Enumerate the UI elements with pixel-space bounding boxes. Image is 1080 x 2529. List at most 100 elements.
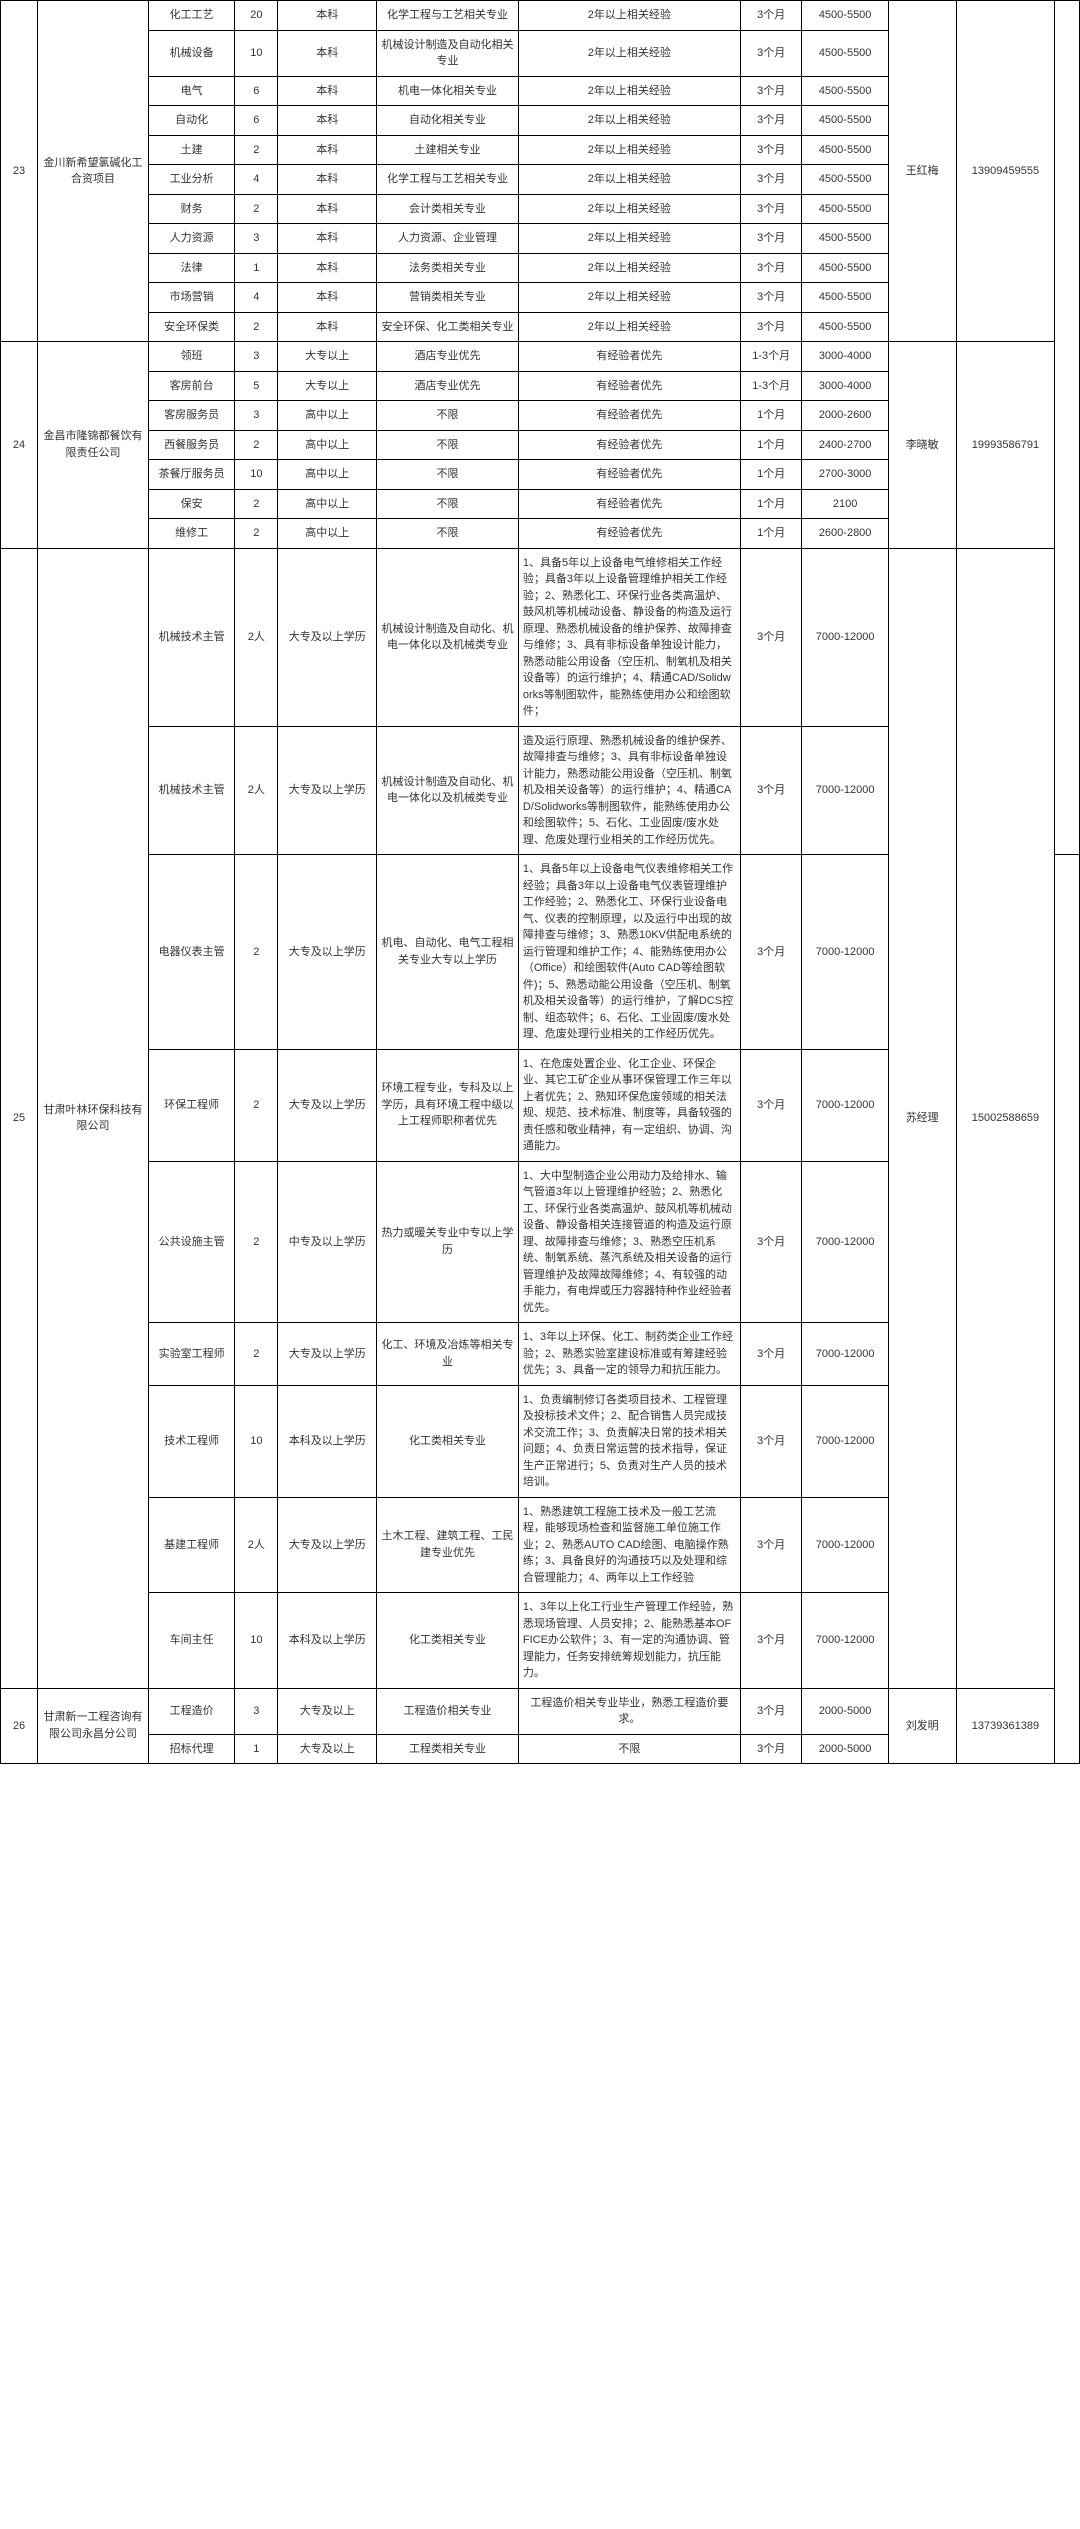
requirement: 2年以上相关经验 — [518, 312, 740, 342]
salary: 4500-5500 — [802, 224, 888, 254]
period: 3个月 — [740, 1161, 802, 1323]
group-index: 24 — [1, 342, 38, 549]
major: 机电一体化相关专业 — [377, 76, 519, 106]
period: 3个月 — [740, 1688, 802, 1734]
major: 工程造价相关专业 — [377, 1688, 519, 1734]
major: 热力或暖关专业中专以上学历 — [377, 1161, 519, 1323]
company-name: 金昌市隆锦都餐饮有限责任公司 — [37, 342, 148, 549]
requirement: 工程造价相关专业毕业，熟悉工程造价要求。 — [518, 1688, 740, 1734]
salary: 2100 — [802, 489, 888, 519]
count: 10 — [235, 1385, 278, 1497]
salary: 2400-2700 — [802, 430, 888, 460]
salary: 4500-5500 — [802, 194, 888, 224]
requirement: 2年以上相关经验 — [518, 165, 740, 195]
major: 工程类相关专业 — [377, 1734, 519, 1764]
position: 实验室工程师 — [148, 1323, 234, 1386]
trailing-cell — [1055, 1, 1080, 855]
position: 电器仪表主管 — [148, 855, 234, 1050]
education: 本科 — [278, 165, 377, 195]
requirement: 1、熟悉建筑工程施工技术及一般工艺流程，能够现场检查和监督施工单位施工作业；2、… — [518, 1497, 740, 1593]
major: 不限 — [377, 489, 519, 519]
position: 基建工程师 — [148, 1497, 234, 1593]
education: 大专以上 — [278, 371, 377, 401]
period: 1个月 — [740, 489, 802, 519]
salary: 7000-12000 — [802, 1049, 888, 1161]
requirement: 有经验者优先 — [518, 519, 740, 549]
salary: 7000-12000 — [802, 1385, 888, 1497]
requirement: 有经验者优先 — [518, 430, 740, 460]
salary: 7000-12000 — [802, 1161, 888, 1323]
position: 客房前台 — [148, 371, 234, 401]
period: 3个月 — [740, 30, 802, 76]
position: 车间主任 — [148, 1593, 234, 1689]
count: 3 — [235, 342, 278, 372]
contact-phone: 13739361389 — [956, 1688, 1055, 1764]
major: 化工、环境及冶炼等相关专业 — [377, 1323, 519, 1386]
period: 1个月 — [740, 519, 802, 549]
count: 3 — [235, 401, 278, 431]
salary: 2600-2800 — [802, 519, 888, 549]
period: 3个月 — [740, 106, 802, 136]
major: 化学工程与工艺相关专业 — [377, 1, 519, 31]
count: 2人 — [235, 548, 278, 726]
major: 不限 — [377, 460, 519, 490]
position: 机械设备 — [148, 30, 234, 76]
contact-person: 王红梅 — [888, 1, 956, 342]
education: 大专及以上学历 — [278, 855, 377, 1050]
requirement: 1、在危废处置企业、化工企业、环保企业、其它工矿企业从事环保管理工作三年以上者优… — [518, 1049, 740, 1161]
group-index: 25 — [1, 548, 38, 1688]
company-name: 金川新希望氯碱化工合资项目 — [37, 1, 148, 342]
period: 1个月 — [740, 401, 802, 431]
salary: 4500-5500 — [802, 106, 888, 136]
major: 化工类相关专业 — [377, 1385, 519, 1497]
position: 安全环保类 — [148, 312, 234, 342]
salary: 4500-5500 — [802, 253, 888, 283]
table-row: 24金昌市隆锦都餐饮有限责任公司领班3大专以上酒店专业优先有经验者优先1-3个月… — [1, 342, 1080, 372]
major: 化学工程与工艺相关专业 — [377, 165, 519, 195]
count: 4 — [235, 283, 278, 313]
education: 高中以上 — [278, 489, 377, 519]
period: 3个月 — [740, 165, 802, 195]
position: 法律 — [148, 253, 234, 283]
count: 2 — [235, 1323, 278, 1386]
education: 本科 — [278, 30, 377, 76]
position: 招标代理 — [148, 1734, 234, 1764]
major: 土木工程、建筑工程、工民建专业优先 — [377, 1497, 519, 1593]
major: 机械设计制造及自动化、机电一体化以及机械类专业 — [377, 548, 519, 726]
position: 机械技术主管 — [148, 726, 234, 855]
education: 大专及以上 — [278, 1734, 377, 1764]
major: 安全环保、化工类相关专业 — [377, 312, 519, 342]
requirement: 2年以上相关经验 — [518, 253, 740, 283]
requirement: 2年以上相关经验 — [518, 135, 740, 165]
education: 本科 — [278, 76, 377, 106]
major: 机械设计制造及自动化、机电一体化以及机械类专业 — [377, 726, 519, 855]
period: 3个月 — [740, 548, 802, 726]
major: 土建相关专业 — [377, 135, 519, 165]
period: 3个月 — [740, 283, 802, 313]
period: 3个月 — [740, 312, 802, 342]
salary: 2000-5000 — [802, 1734, 888, 1764]
education: 高中以上 — [278, 460, 377, 490]
major: 营销类相关专业 — [377, 283, 519, 313]
requirement: 1、具备5年以上设备电气仪表维修相关工作经验；具备3年以上设备电气仪表管理维护工… — [518, 855, 740, 1050]
education: 高中以上 — [278, 519, 377, 549]
salary: 7000-12000 — [802, 855, 888, 1050]
count: 6 — [235, 76, 278, 106]
count: 10 — [235, 460, 278, 490]
position: 土建 — [148, 135, 234, 165]
position: 维修工 — [148, 519, 234, 549]
count: 4 — [235, 165, 278, 195]
requirement: 2年以上相关经验 — [518, 106, 740, 136]
salary: 2000-2600 — [802, 401, 888, 431]
salary: 4500-5500 — [802, 165, 888, 195]
count: 20 — [235, 1, 278, 31]
count: 1 — [235, 1734, 278, 1764]
requirement: 1、3年以上环保、化工、制药类企业工作经验；2、熟悉实验室建设标准或有筹建经验优… — [518, 1323, 740, 1386]
period: 1-3个月 — [740, 342, 802, 372]
position: 环保工程师 — [148, 1049, 234, 1161]
education: 高中以上 — [278, 401, 377, 431]
period: 3个月 — [740, 253, 802, 283]
major: 法务类相关专业 — [377, 253, 519, 283]
position: 技术工程师 — [148, 1385, 234, 1497]
salary: 7000-12000 — [802, 726, 888, 855]
